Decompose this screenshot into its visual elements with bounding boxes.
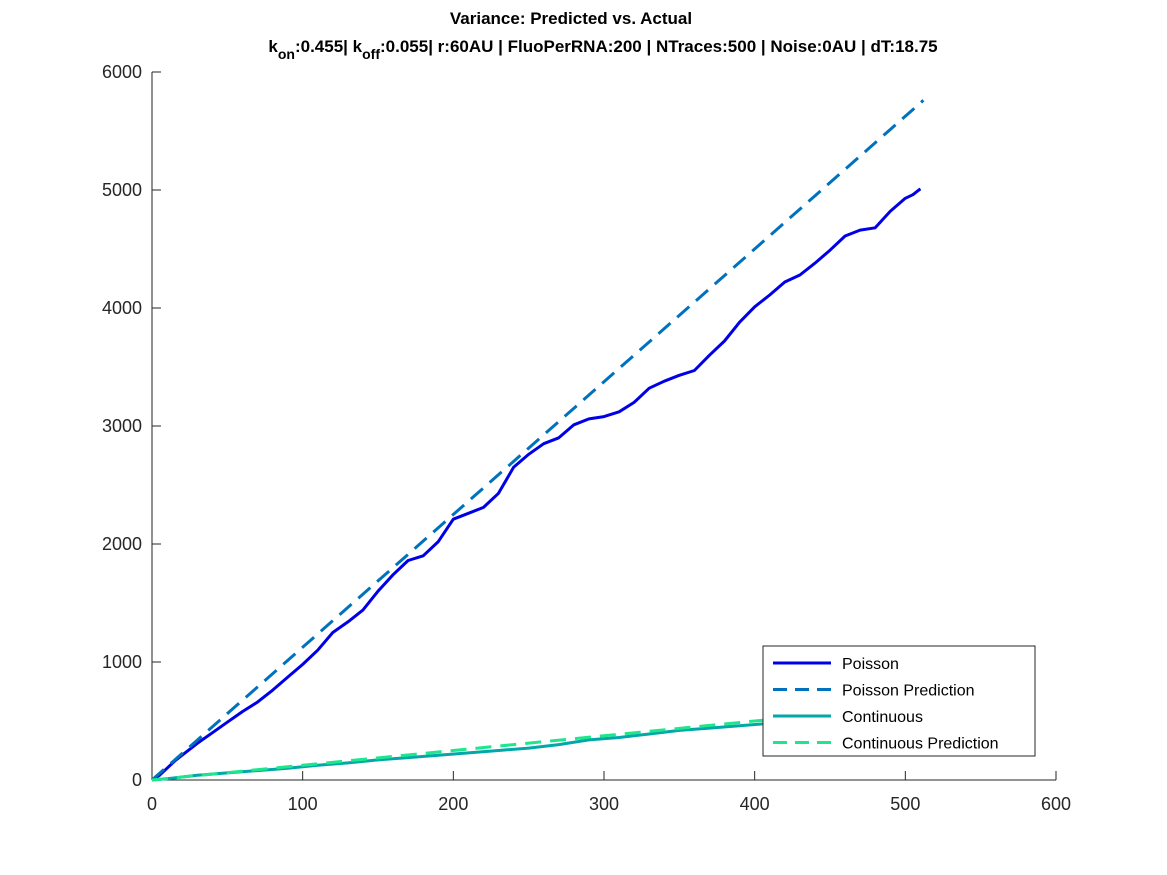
legend-entry-label: Poisson Prediction bbox=[842, 683, 975, 700]
legend-entry-label: Poisson bbox=[842, 656, 899, 673]
series-line-continuous-prediction bbox=[151, 703, 924, 782]
y-tick-label: 2000 bbox=[102, 534, 142, 554]
subtitle-kon-value: :0.455| bbox=[295, 37, 353, 56]
x-tick-label: 300 bbox=[589, 794, 619, 814]
x-tick-label: 500 bbox=[890, 794, 920, 814]
axes: 0 100 200 300 400 500 600010002000300040005000… bbox=[102, 62, 1071, 814]
legend-entry-label: Continuous bbox=[842, 709, 923, 726]
chart-title: Variance: Predicted vs. Actual bbox=[450, 9, 692, 28]
y-tick-label: 1000 bbox=[102, 652, 142, 672]
subtitle-kon-sub: on bbox=[278, 46, 295, 62]
x-tick-label: 400 bbox=[740, 794, 770, 814]
series-line-poisson bbox=[151, 187, 922, 782]
y-tick-label: 0 bbox=[132, 770, 142, 790]
x-tick-label: 0 bbox=[147, 794, 157, 814]
subtitle-kon-label: k bbox=[268, 37, 278, 56]
y-tick-label: 3000 bbox=[102, 416, 142, 436]
series-line-poisson-prediction bbox=[151, 99, 925, 782]
x-tick-label: 100 bbox=[288, 794, 318, 814]
subtitle-koff-sub: off bbox=[362, 46, 380, 62]
y-tick-label: 4000 bbox=[102, 298, 142, 318]
y-tick-label: 5000 bbox=[102, 180, 142, 200]
legend-entry-label: Continuous Prediction bbox=[842, 736, 999, 753]
y-tick-label: 6000 bbox=[102, 62, 142, 82]
x-tick-label: 200 bbox=[438, 794, 468, 814]
subtitle-rest: :0.055| r:60AU | FluoPerRNA:200 | NTrace… bbox=[380, 37, 938, 56]
chart-subtitle: kon:0.455| koff:0.055| r:60AU | FluoPerR… bbox=[268, 37, 937, 62]
x-tick-label: 600 bbox=[1041, 794, 1071, 814]
legend: Poisson Poisson Prediction Continuous Conti… bbox=[762, 645, 1036, 757]
subtitle-koff-label: k bbox=[353, 37, 363, 56]
